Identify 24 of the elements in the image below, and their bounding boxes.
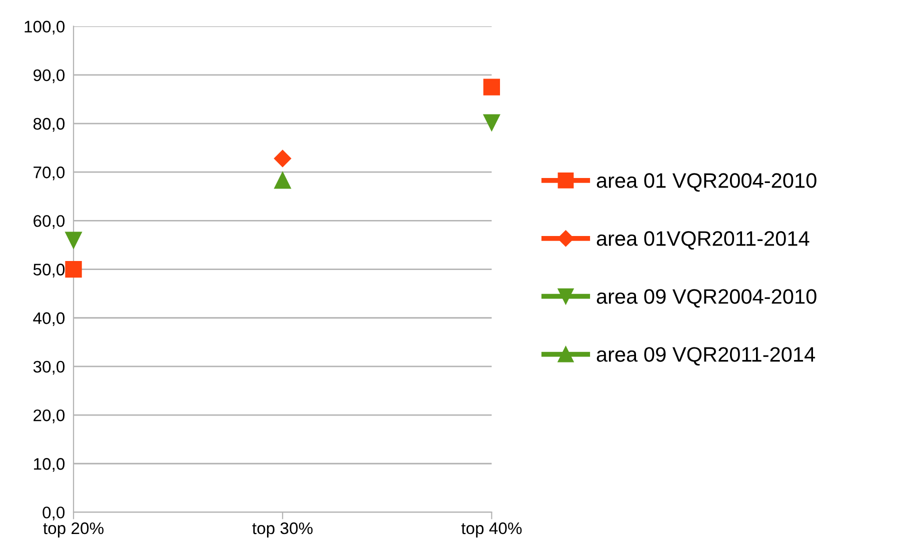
y-tick-label: 40,0 [33,312,65,326]
legend-label: area 01VQR2011-2014 [596,231,810,250]
x-tick-label: top 20% [43,522,104,538]
point [65,232,82,248]
y-tick-label: 20,0 [34,409,65,424]
legend-label: area 01 VQR2004-2010 [596,173,816,192]
point [65,260,82,278]
y-tick-label: 0,0 [42,506,65,520]
y-tick-label: 70,0 [34,166,65,180]
y-tick-label: 80,0 [33,118,65,132]
x-tick-label: top 40% [461,522,522,538]
y-tick-label: 10,0 [34,458,65,472]
point [274,172,291,189]
y-tick-label: 50,0 [33,264,65,278]
y-tick-label: 90,0 [34,69,65,84]
y-tick-label: 100,0 [24,20,65,35]
x-tick-label: top 30% [252,522,313,538]
point [483,78,500,96]
legend-label: area 09 VQR2004-2010 [596,289,816,308]
y-tick-label: 30,0 [33,360,65,375]
legend-label: area 09 VQR2011-2014 [596,347,816,366]
y-tick-label: 60,0 [34,215,65,229]
point [274,150,292,168]
point [483,114,500,131]
